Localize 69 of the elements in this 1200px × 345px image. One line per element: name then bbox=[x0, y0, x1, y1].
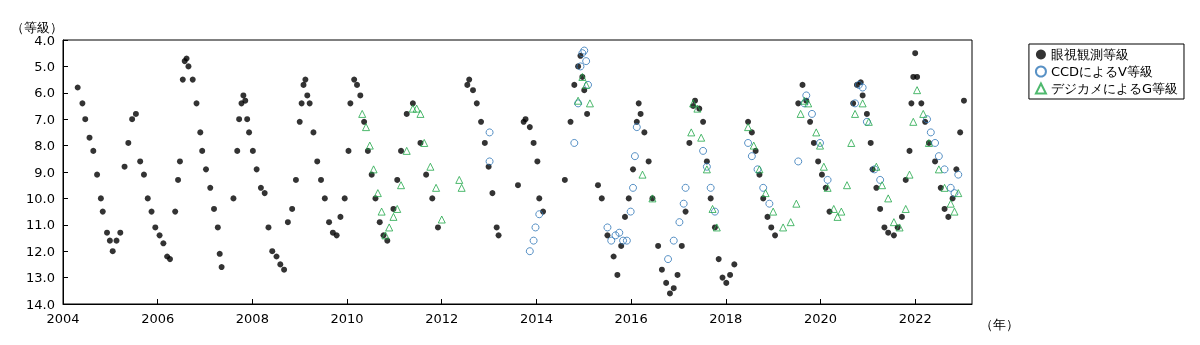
x-tick-label: 2008 bbox=[235, 311, 269, 326]
point bbox=[615, 228, 624, 237]
y-tick-label: 8.0 bbox=[34, 138, 55, 154]
point bbox=[675, 218, 684, 227]
point bbox=[950, 189, 959, 198]
point bbox=[954, 170, 963, 179]
point bbox=[823, 175, 832, 184]
x-tick-label: 2016 bbox=[614, 311, 648, 326]
x-tick-label: 2018 bbox=[709, 311, 743, 326]
y-tick-label: 6.0 bbox=[34, 85, 55, 101]
point bbox=[582, 57, 591, 66]
point bbox=[794, 157, 803, 166]
point bbox=[535, 210, 544, 219]
x-tick-label: 2006 bbox=[141, 311, 175, 326]
y-tick-label: 13.0 bbox=[26, 270, 55, 286]
point bbox=[626, 207, 635, 216]
y-tick-label: 11.0 bbox=[26, 217, 55, 233]
point bbox=[485, 128, 494, 137]
point bbox=[807, 109, 816, 118]
point bbox=[622, 236, 631, 245]
x-tick-label: 2022 bbox=[898, 311, 932, 326]
point bbox=[940, 165, 949, 174]
point bbox=[759, 183, 768, 192]
y-tick-label: 7.0 bbox=[34, 111, 55, 127]
point bbox=[619, 236, 628, 245]
point bbox=[570, 138, 579, 147]
y-tick-label: 4.0 bbox=[34, 32, 55, 48]
point bbox=[529, 236, 538, 245]
y-tick-label: 5.0 bbox=[34, 58, 55, 74]
point bbox=[706, 183, 715, 192]
point bbox=[744, 138, 753, 147]
point bbox=[580, 46, 589, 55]
point bbox=[525, 247, 534, 256]
point bbox=[946, 183, 955, 192]
point bbox=[858, 83, 867, 92]
point bbox=[607, 236, 616, 245]
legend-label: デジカメによるG等級 bbox=[1050, 81, 1178, 96]
point bbox=[629, 183, 638, 192]
point bbox=[664, 255, 673, 264]
point bbox=[611, 231, 620, 240]
point bbox=[603, 223, 612, 232]
point bbox=[931, 138, 940, 147]
x-tick-label: 2010 bbox=[330, 311, 364, 326]
point bbox=[934, 152, 943, 161]
legend-label: CCDによるV等級 bbox=[1050, 64, 1153, 79]
x-tick-label: 2020 bbox=[803, 311, 838, 326]
x-tick-label: 2012 bbox=[425, 311, 459, 326]
point bbox=[630, 152, 639, 161]
point bbox=[765, 199, 774, 208]
x-axis-title: （年） bbox=[980, 317, 1019, 332]
y-axis-title: （等級） bbox=[11, 19, 63, 35]
point bbox=[632, 123, 641, 132]
point bbox=[876, 175, 885, 184]
x-tick-label: 2014 bbox=[519, 311, 553, 326]
point bbox=[681, 183, 690, 192]
y-tick-label: 10.0 bbox=[26, 190, 55, 206]
point bbox=[531, 223, 540, 232]
point bbox=[699, 146, 708, 155]
y-tick-label: 9.0 bbox=[34, 164, 55, 180]
point bbox=[926, 128, 935, 137]
point bbox=[679, 199, 688, 208]
y-tick-label: 12.0 bbox=[26, 243, 55, 259]
legend-label: 眼視観測等級 bbox=[1050, 47, 1129, 62]
point bbox=[669, 236, 678, 245]
point bbox=[802, 91, 811, 100]
point bbox=[485, 157, 494, 166]
point bbox=[747, 152, 756, 161]
x-tick-label: 2004 bbox=[46, 311, 80, 326]
y-tick-label: 14.0 bbox=[26, 296, 55, 312]
